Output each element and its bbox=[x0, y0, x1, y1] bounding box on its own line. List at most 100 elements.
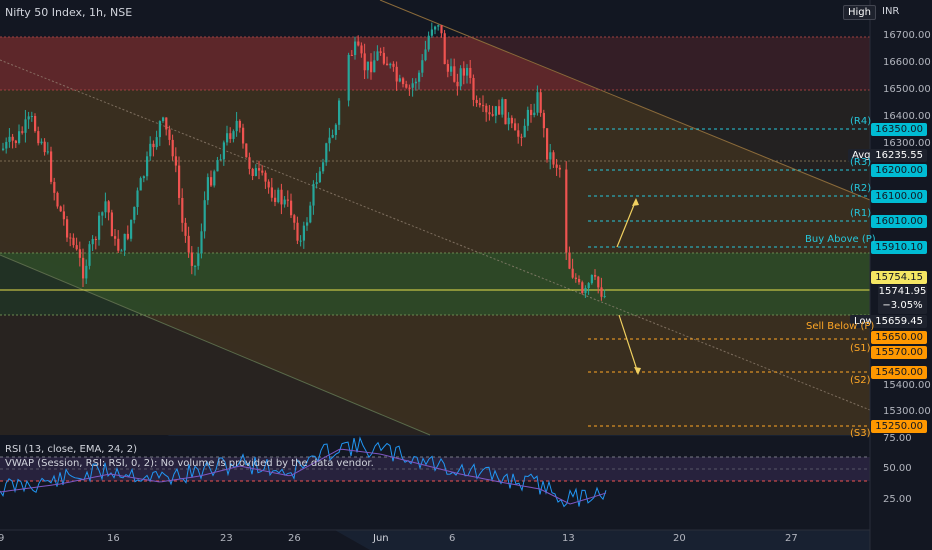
candle-body bbox=[206, 177, 209, 201]
candle-body bbox=[328, 137, 331, 144]
upper-trendline[interactable] bbox=[379, 0, 871, 201]
low-price-tag: 15659.45 bbox=[871, 315, 927, 328]
candle-body bbox=[213, 171, 216, 186]
candle-body bbox=[267, 181, 270, 188]
candle-body bbox=[181, 197, 184, 223]
candle-body bbox=[238, 120, 241, 128]
vwap-line[interactable] bbox=[0, 448, 607, 505]
candle-body bbox=[386, 63, 389, 66]
candle-body bbox=[117, 238, 120, 251]
candle-body bbox=[318, 171, 321, 183]
candle-body bbox=[325, 143, 328, 163]
current-price-tag[interactable]: 15741.95 −3.05% bbox=[878, 285, 927, 314]
candle-body bbox=[488, 112, 491, 115]
yellow-price-tag[interactable]: 15754.15 bbox=[871, 271, 927, 284]
candle-body bbox=[133, 206, 136, 220]
candle-body bbox=[91, 239, 94, 245]
candle-body bbox=[130, 219, 133, 239]
r1-price-tag[interactable]: 16010.00 bbox=[871, 215, 927, 228]
candle-body bbox=[43, 141, 46, 153]
candle-body bbox=[146, 156, 149, 177]
candle-body bbox=[270, 187, 273, 198]
candle-body bbox=[210, 177, 213, 186]
candle-body bbox=[402, 78, 405, 85]
candle-body bbox=[466, 67, 469, 76]
candle-body bbox=[56, 192, 59, 207]
price-tick: 16600.00 bbox=[883, 57, 931, 68]
time-label: 16 bbox=[107, 533, 120, 544]
buy-above-label: Buy Above (P) bbox=[805, 234, 876, 245]
candle-body bbox=[520, 136, 523, 138]
vwap-legend[interactable]: VWAP (Session, RSI: RSI, 0, 2): No volum… bbox=[5, 458, 374, 469]
candle-body bbox=[478, 103, 481, 106]
candle-body bbox=[245, 143, 248, 158]
candle-body bbox=[165, 117, 168, 130]
candle-body bbox=[94, 239, 97, 241]
s2-price-tag[interactable]: 15450.00 bbox=[871, 366, 927, 379]
candle-body bbox=[98, 215, 101, 240]
high-badge: High bbox=[843, 5, 876, 20]
candle-body bbox=[504, 99, 507, 125]
candle-body bbox=[494, 106, 497, 116]
candle-body bbox=[53, 181, 56, 193]
sell-price-tag[interactable]: 15650.00 bbox=[871, 331, 927, 344]
r2-price-tag[interactable]: 16100.00 bbox=[871, 190, 927, 203]
candle-body bbox=[434, 26, 437, 30]
candle-body bbox=[277, 189, 280, 203]
candle-body bbox=[312, 183, 315, 206]
candle-body bbox=[168, 129, 171, 140]
candle-body bbox=[110, 212, 113, 237]
candle-body bbox=[34, 116, 37, 132]
candle-body bbox=[280, 189, 283, 205]
candle-body bbox=[75, 245, 78, 250]
candle-body bbox=[446, 64, 449, 72]
candle-body bbox=[408, 87, 411, 89]
price-tick: 15300.00 bbox=[883, 406, 931, 417]
candle-body bbox=[546, 128, 549, 160]
r4-price-tag[interactable]: 16350.00 bbox=[871, 123, 927, 136]
candle-body bbox=[389, 63, 392, 66]
lower-trendline[interactable] bbox=[0, 254, 431, 436]
candle-body bbox=[155, 137, 158, 148]
candle-body bbox=[299, 240, 302, 242]
s3-price-tag[interactable]: 15250.00 bbox=[871, 420, 927, 433]
pivot-price-tag[interactable]: 15910.10 bbox=[871, 241, 927, 254]
candle-body bbox=[357, 41, 360, 46]
candle-body bbox=[27, 116, 30, 120]
down-arrow-icon[interactable] bbox=[618, 314, 641, 375]
candle-body bbox=[296, 222, 299, 241]
time-label: 9 bbox=[0, 533, 5, 544]
candle-body bbox=[411, 83, 414, 88]
candle-body bbox=[373, 60, 376, 73]
s2-label: (S2) bbox=[850, 375, 871, 386]
candle-body bbox=[533, 112, 536, 116]
r4-label: (R4) bbox=[850, 116, 872, 127]
symbol-title[interactable]: Nifty 50 Index, 1h, NSE bbox=[5, 6, 133, 19]
mid-trendline[interactable] bbox=[0, 59, 871, 411]
up-arrow-icon[interactable] bbox=[616, 198, 639, 248]
candle-body bbox=[418, 72, 421, 82]
candle-body bbox=[254, 168, 257, 177]
currency-label: INR bbox=[882, 6, 900, 17]
candle-body bbox=[392, 63, 395, 67]
candle-body bbox=[184, 222, 187, 236]
candle-body bbox=[203, 200, 206, 232]
rsi-pane[interactable] bbox=[0, 436, 870, 530]
r3-price-tag[interactable]: 16200.00 bbox=[871, 164, 927, 177]
candlestick-series[interactable] bbox=[2, 22, 606, 301]
rsi-legend[interactable]: RSI (13, close, EMA, 24, 2) bbox=[5, 444, 138, 455]
candle-body bbox=[174, 156, 177, 166]
candle-body bbox=[82, 257, 85, 279]
candle-body bbox=[62, 211, 65, 220]
candle-body bbox=[107, 201, 110, 213]
candle-body bbox=[85, 265, 88, 279]
avg-price-tag: 16235.55 bbox=[871, 149, 927, 162]
s1-price-tag[interactable]: 15570.00 bbox=[871, 346, 927, 359]
candle-body bbox=[552, 152, 555, 165]
rsi-tick: 25.00 bbox=[883, 494, 912, 505]
candle-body bbox=[72, 237, 75, 246]
candle-body bbox=[2, 148, 5, 150]
s1-label: (S1) bbox=[850, 343, 871, 354]
time-label: 26 bbox=[288, 533, 301, 544]
